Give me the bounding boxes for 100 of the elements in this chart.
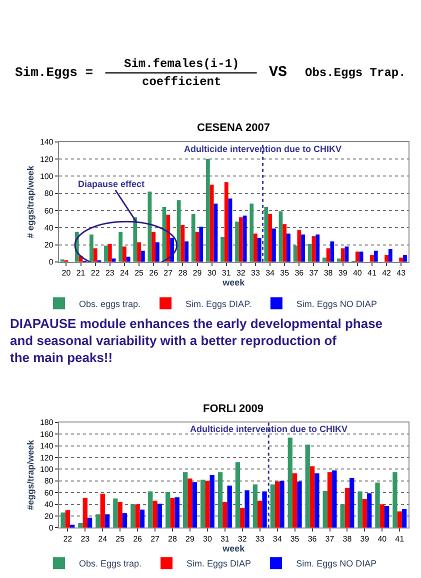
- x-axis-title: week: [222, 278, 246, 288]
- y-tick-label: 40: [44, 500, 54, 510]
- x-tick-label: 40: [378, 534, 388, 544]
- bar: [330, 241, 334, 262]
- bar: [60, 512, 66, 528]
- bar: [280, 480, 284, 528]
- x-tick-label: 31: [222, 268, 232, 278]
- bar: [235, 222, 239, 262]
- legend-label: Sim. Eggs NO DIAP: [296, 558, 377, 569]
- bar: [301, 234, 305, 262]
- x-tick-label: 33: [255, 534, 265, 544]
- bar: [182, 472, 188, 528]
- bar: [252, 484, 258, 528]
- bar: [282, 224, 287, 262]
- text: Sim.females(i-1): [124, 57, 240, 71]
- chart-title: FORLI 2009: [203, 403, 264, 415]
- bar: [327, 472, 332, 528]
- bar: [210, 184, 214, 262]
- ref-line-label: Adulticide intervention due to CHIKV: [184, 144, 342, 154]
- legend-label: Obs. eggs trap.: [79, 298, 141, 309]
- x-tick-label: 26: [149, 268, 159, 278]
- bar: [104, 246, 108, 262]
- x-tick-label: 23: [80, 534, 90, 544]
- bar: [272, 228, 276, 262]
- bar: [227, 486, 232, 528]
- x-tick-label: 39: [360, 534, 370, 544]
- bar: [403, 255, 407, 262]
- bar: [362, 499, 368, 528]
- bar: [65, 510, 70, 528]
- bar: [104, 514, 110, 528]
- y-tick-label: 100: [40, 465, 54, 474]
- bar: [191, 214, 196, 262]
- bar: [90, 234, 94, 262]
- bar: [156, 242, 160, 262]
- bar: [337, 258, 341, 262]
- bar: [374, 250, 378, 262]
- bar: [122, 246, 126, 262]
- bar: [264, 207, 268, 262]
- x-tick-label: 22: [90, 268, 100, 278]
- bar: [297, 481, 302, 528]
- x-tick-label: 27: [150, 534, 160, 544]
- x-tick-label: 41: [368, 268, 377, 278]
- x-tick-label: 40: [352, 268, 362, 278]
- bar: [268, 214, 272, 262]
- x-tick-label: 31: [220, 534, 230, 544]
- y-tick-label: 120: [40, 154, 54, 164]
- bar: [118, 502, 122, 528]
- bar: [355, 252, 360, 262]
- text: Obs.Eggs Trap.: [305, 66, 406, 80]
- x-tick-label: 25: [134, 268, 144, 278]
- y-axis-title: # eggs/trap/week: [25, 164, 36, 238]
- bar: [292, 473, 298, 528]
- bar: [297, 230, 302, 262]
- bar: [367, 493, 372, 528]
- bar: [118, 232, 123, 262]
- bar: [214, 204, 218, 262]
- bar: [188, 478, 192, 528]
- bar: [122, 513, 128, 528]
- y-tick-label: 140: [40, 138, 54, 147]
- bar: [258, 500, 262, 528]
- x-tick-label: 35: [280, 268, 290, 278]
- x-tick-label: 22: [63, 534, 73, 544]
- bar: [108, 244, 112, 262]
- bar: [126, 256, 130, 262]
- bar: [250, 204, 254, 262]
- bar: [384, 506, 390, 528]
- x-tick-label: 24: [98, 534, 108, 544]
- bar: [140, 250, 145, 262]
- x-tick-label: 36: [308, 534, 318, 544]
- y-tick-label: 120: [40, 453, 54, 462]
- x-tick-label: 28: [168, 534, 178, 544]
- bar: [275, 481, 280, 528]
- annotation: Diapause effect: [78, 179, 145, 189]
- x-tick-label: 43: [396, 268, 406, 278]
- bar: [205, 480, 210, 528]
- bar: [184, 241, 189, 262]
- bar: [240, 508, 245, 528]
- x-tick-label: 29: [192, 268, 202, 278]
- bar: [388, 249, 392, 262]
- bar: [288, 438, 292, 528]
- bar: [224, 182, 228, 262]
- bar: [148, 491, 153, 528]
- x-tick-label: 37: [325, 534, 335, 544]
- x-tick-label: 20: [62, 268, 72, 278]
- bar: [257, 238, 262, 262]
- bar: [140, 510, 145, 528]
- bar: [210, 475, 214, 528]
- bar: [340, 504, 345, 528]
- legend-label: Obs. Eggs trap.: [79, 558, 142, 569]
- x-tick-label: 36: [294, 268, 304, 278]
- bar: [192, 482, 197, 528]
- bar: [235, 462, 240, 528]
- bar: [157, 504, 162, 528]
- bar: [170, 238, 174, 262]
- x-tick-label: 30: [207, 268, 217, 278]
- y-tick-label: 20: [44, 240, 54, 250]
- x-tick-label: 38: [324, 268, 334, 278]
- text: Sim.Eggs =: [15, 65, 94, 80]
- bar: [130, 504, 136, 528]
- y-tick-label: 80: [44, 476, 54, 486]
